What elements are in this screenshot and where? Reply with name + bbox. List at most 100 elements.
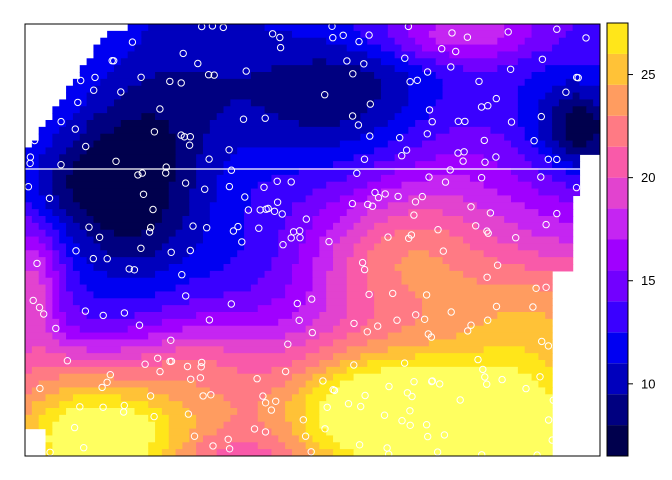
heatmap-cell: [305, 325, 334, 334]
heatmap-cell: [52, 133, 81, 142]
heatmap-cell: [339, 360, 368, 368]
heatmap-cell: [93, 85, 129, 94]
heatmap-cell: [285, 222, 314, 231]
heatmap-cell: [244, 222, 286, 231]
sample-point: [542, 220, 550, 229]
heatmap-cell: [175, 140, 204, 149]
heatmap-cell: [25, 421, 40, 430]
sample-point: [441, 178, 450, 186]
heatmap-cell: [360, 113, 396, 121]
heatmap-cell: [237, 366, 273, 375]
heatmap-cell: [367, 257, 403, 265]
heatmap-cell: [346, 291, 375, 299]
heatmap-cell: [463, 236, 498, 245]
heatmap-cell: [367, 229, 396, 238]
heatmap-cell: [161, 318, 279, 327]
heatmap-cell: [100, 243, 163, 251]
heatmap-cell: [312, 318, 341, 327]
heatmap-cell: [394, 154, 437, 162]
heatmap-cell: [38, 421, 53, 430]
heatmap-cell: [52, 291, 60, 299]
heatmap-cell: [66, 229, 88, 238]
heatmap-cell: [504, 30, 533, 39]
sample-point: [433, 448, 442, 456]
heatmap-cell: [545, 92, 574, 101]
sample-point: [185, 141, 194, 149]
heatmap-cell: [141, 229, 177, 238]
heatmap-cell: [285, 442, 307, 450]
heatmap-cell: [148, 401, 184, 409]
heatmap-cell: [216, 360, 293, 368]
heatmap-cell: [175, 449, 197, 456]
heatmap-cell: [59, 339, 163, 347]
heatmap-cell: [168, 264, 225, 272]
sample-point: [178, 271, 186, 279]
heatmap-cell: [572, 140, 587, 149]
sample-point: [99, 403, 107, 411]
heatmap-cell: [319, 312, 348, 320]
sample-point: [529, 303, 537, 311]
heatmap-cell: [72, 216, 95, 224]
heatmap-cell: [196, 421, 225, 430]
heatmap-cell: [161, 305, 259, 313]
heatmap-cell: [346, 264, 368, 272]
sample-point: [410, 211, 418, 219]
heatmap-cell: [155, 222, 184, 231]
heatmap-cell: [326, 298, 348, 306]
heatmap-cell: [346, 174, 382, 183]
sample-point: [253, 375, 261, 383]
sample-point: [353, 169, 361, 178]
heatmap-cell: [360, 30, 389, 39]
heatmap-cell: [367, 37, 396, 46]
heatmap-cell: [59, 318, 67, 327]
heatmap-cell: [168, 202, 190, 210]
sample-point: [366, 132, 374, 140]
heatmap-cell: [449, 126, 492, 135]
heatmap-cell: [565, 181, 581, 190]
heatmap-cell: [25, 366, 33, 375]
heatmap-cell: [531, 161, 553, 169]
sample-point: [472, 222, 480, 230]
heatmap-cell: [216, 428, 273, 437]
heatmap-cell: [196, 380, 286, 389]
sample-point: [363, 328, 371, 336]
heatmap-cell: [59, 291, 74, 299]
heatmap-cell: [380, 44, 403, 53]
heatmap-cell: [572, 106, 587, 114]
colorbar-band-2: [607, 363, 628, 395]
heatmap-cell: [326, 58, 382, 66]
sample-point: [423, 130, 431, 138]
heatmap-cell: [66, 250, 81, 258]
sample-point: [57, 161, 65, 169]
heatmap-cell: [524, 346, 553, 354]
sample-point: [278, 210, 286, 218]
heatmap-cell: [374, 126, 409, 135]
heatmap-cell: [107, 72, 156, 80]
heatmap-cell: [155, 72, 218, 80]
heatmap-cell: [326, 202, 355, 210]
sample-point: [544, 342, 553, 350]
heatmap-cell: [161, 449, 177, 456]
sample-point: [146, 392, 155, 400]
heatmap-cell: [113, 229, 142, 238]
heatmap-cell: [483, 346, 526, 354]
heatmap-cell: [524, 264, 574, 272]
heatmap-cell: [387, 30, 409, 39]
heatmap-cell: [305, 229, 327, 238]
sample-point: [365, 290, 373, 299]
colorbar-band-4: [607, 301, 628, 333]
heatmap-cell: [319, 250, 334, 258]
heatmap-cell: [552, 106, 574, 114]
heatmap-cell: [565, 78, 581, 87]
heatmap-cell: [552, 85, 600, 94]
heatmap-cell: [66, 92, 88, 101]
sample-point: [207, 391, 215, 399]
heatmap-cell: [326, 181, 368, 190]
heatmap-cell: [408, 126, 450, 135]
sample-point: [483, 227, 491, 235]
heatmap-cell: [312, 449, 334, 456]
heatmap-cell: [511, 195, 560, 203]
heatmap-cell: [25, 161, 40, 169]
sample-point: [420, 315, 429, 323]
heatmap-cell: [312, 284, 327, 293]
